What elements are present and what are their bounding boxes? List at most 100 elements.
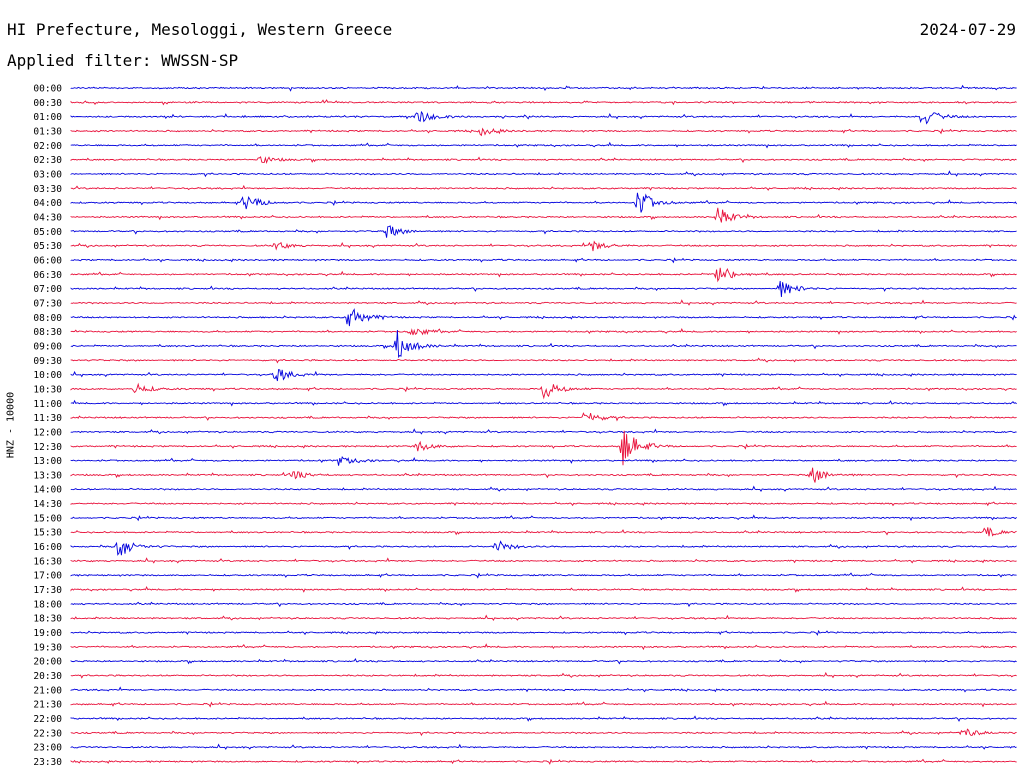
time-tick-label: 09:30 (33, 356, 62, 367)
seismic-trace (70, 207, 1017, 223)
time-tick-label: 01:30 (33, 126, 62, 137)
seismic-trace (70, 280, 1017, 298)
seismic-trace (70, 127, 1017, 137)
seismic-trace (70, 643, 1017, 651)
station-title: HI Prefecture, Mesologgi, Western Greece (7, 20, 393, 39)
time-tick-label: 03:30 (33, 184, 62, 195)
seismic-trace (70, 141, 1017, 149)
seismic-trace (70, 540, 1017, 556)
time-tick-label: 05:30 (33, 241, 62, 252)
time-tick-label: 11:00 (33, 399, 62, 410)
time-tick-label: 04:00 (33, 198, 62, 209)
seismic-trace (70, 758, 1017, 765)
seismic-trace (70, 557, 1017, 564)
time-tick-label: 16:00 (33, 542, 62, 553)
seismic-trace (70, 467, 1017, 483)
time-tick-label: 02:00 (33, 141, 62, 152)
time-tick-label: 06:00 (33, 255, 62, 266)
seismic-trace (70, 240, 1017, 252)
time-tick-label: 23:30 (33, 757, 62, 768)
time-tick-label: 06:30 (33, 270, 62, 281)
seismic-trace (70, 430, 1017, 466)
seismic-trace (70, 170, 1017, 178)
seismic-trace (70, 357, 1017, 364)
time-tick-label: 18:00 (33, 599, 62, 610)
seismic-trace (70, 514, 1017, 522)
seismic-trace (70, 99, 1017, 106)
seismic-trace (70, 601, 1017, 608)
time-tick-label: 17:00 (33, 571, 62, 582)
time-tick-label: 12:00 (33, 427, 62, 438)
time-tick-label: 20:30 (33, 671, 62, 682)
seismic-trace (70, 329, 1017, 359)
time-tick-label: 16:30 (33, 556, 62, 567)
seismic-trace (70, 686, 1017, 693)
time-tick-label: 15:00 (33, 513, 62, 524)
time-tick-label: 14:30 (33, 499, 62, 510)
seismic-trace (70, 267, 1017, 283)
time-tick-label: 23:00 (33, 743, 62, 754)
time-tick-label: 08:00 (33, 313, 62, 324)
record-date: 2024-07-29 (919, 20, 1016, 39)
time-tick-label: 02:30 (33, 155, 62, 166)
seismic-trace (70, 156, 1017, 164)
seismic-trace (70, 328, 1017, 336)
seismic-trace (70, 257, 1017, 264)
seismic-trace (70, 671, 1017, 679)
seismic-trace (70, 369, 1017, 382)
seismic-trace (70, 629, 1017, 636)
seismic-trace (70, 658, 1017, 665)
time-tick-label: 07:00 (33, 284, 62, 295)
seismic-trace (70, 455, 1017, 466)
time-tick-label: 13:00 (33, 456, 62, 467)
seismic-trace (70, 308, 1017, 327)
seismic-trace (70, 382, 1017, 400)
time-tick-label: 14:00 (33, 485, 62, 496)
filter-label: Applied filter: WWSSN-SP (7, 51, 239, 70)
time-tick-label: 22:30 (33, 728, 62, 739)
seismic-trace (70, 299, 1017, 306)
time-tick-label: 04:30 (33, 212, 62, 223)
time-tick-label: 11:30 (33, 413, 62, 424)
seismic-trace (70, 585, 1017, 593)
time-tick-label: 19:00 (33, 628, 62, 639)
time-tick-label: 17:30 (33, 585, 62, 596)
time-tick-label: 10:30 (33, 384, 62, 395)
seismic-trace (70, 485, 1017, 492)
time-tick-label: 10:00 (33, 370, 62, 381)
time-tick-label: 09:00 (33, 341, 62, 352)
time-tick-label: 07:30 (33, 298, 62, 309)
seismic-trace (70, 501, 1017, 507)
time-tick-label: 15:30 (33, 528, 62, 539)
seismic-trace (70, 84, 1017, 92)
time-tick-label: 00:30 (33, 98, 62, 109)
time-tick-label: 19:30 (33, 642, 62, 653)
seismic-trace (70, 700, 1017, 708)
time-tick-label: 20:00 (33, 657, 62, 668)
time-tick-label: 08:30 (33, 327, 62, 338)
seismic-trace (70, 428, 1017, 435)
time-tick-label: 05:00 (33, 227, 62, 238)
seismic-trace (70, 614, 1017, 621)
seismic-trace (70, 399, 1017, 407)
time-tick-label: 01:00 (33, 112, 62, 123)
time-tick-label: 13:30 (33, 470, 62, 481)
time-tick-label: 21:00 (33, 685, 62, 696)
seismic-trace (70, 715, 1017, 722)
seismic-trace (70, 110, 1017, 125)
time-tick-label: 00:00 (33, 84, 62, 95)
seismic-trace (70, 572, 1017, 579)
seismic-trace (70, 743, 1017, 750)
time-tick-label: 18:30 (33, 614, 62, 625)
seismic-trace (70, 184, 1017, 191)
time-tick-label: 22:00 (33, 714, 62, 725)
seismic-trace (70, 728, 1017, 737)
time-tick-label: 21:30 (33, 700, 62, 711)
seismic-trace (70, 412, 1017, 422)
seismic-trace (70, 225, 1017, 238)
seismic-trace (70, 527, 1017, 537)
seismic-trace (70, 192, 1017, 213)
time-tick-label: 03:00 (33, 169, 62, 180)
